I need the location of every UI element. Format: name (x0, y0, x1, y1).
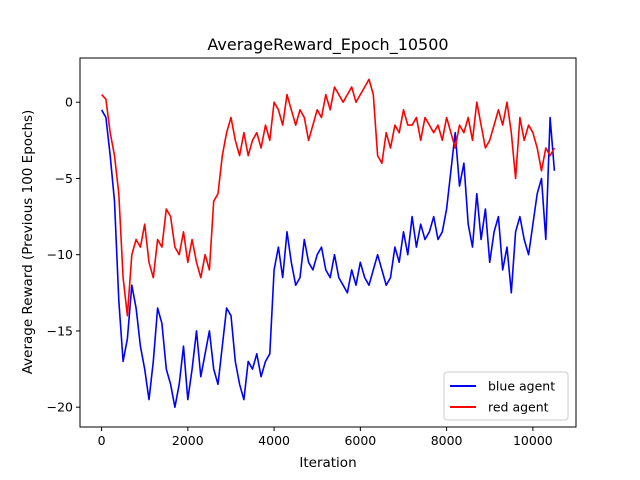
y-axis-label: Average Reward (Previous 100 Epochs) (20, 110, 36, 375)
legend-items: blue agent red agent (450, 379, 555, 415)
y-axis: 0 −5 −10 −15 −20 (47, 95, 80, 415)
legend-label: blue agent (488, 379, 555, 394)
series-layer (100, 78, 556, 409)
y-tick-label: −5 (55, 171, 73, 186)
legend: blue agent red agent (443, 371, 569, 421)
y-tick-label: −10 (47, 247, 73, 262)
series-line-red (101, 78, 556, 317)
series-line-blue (100, 109, 556, 409)
plot-area (79, 57, 577, 428)
x-axis: 0 2000 4000 6000 8000 10000 (98, 427, 553, 448)
plot-frame (79, 57, 577, 428)
x-tick-label: 8000 (431, 433, 463, 448)
x-tick-label: 4000 (258, 433, 290, 448)
x-tick-label: 0 (98, 433, 106, 448)
x-tick-label: 6000 (344, 433, 376, 448)
chart-title: AverageReward_Epoch_10500 (207, 35, 448, 55)
legend-label: red agent (488, 400, 549, 415)
y-tick-label: −15 (47, 323, 73, 338)
x-tick-label: 10000 (513, 433, 553, 448)
x-axis-label: Iteration (299, 455, 356, 471)
y-tick-label: 0 (65, 95, 73, 110)
y-tick-label: −20 (47, 400, 73, 415)
x-tick-label: 2000 (172, 433, 204, 448)
